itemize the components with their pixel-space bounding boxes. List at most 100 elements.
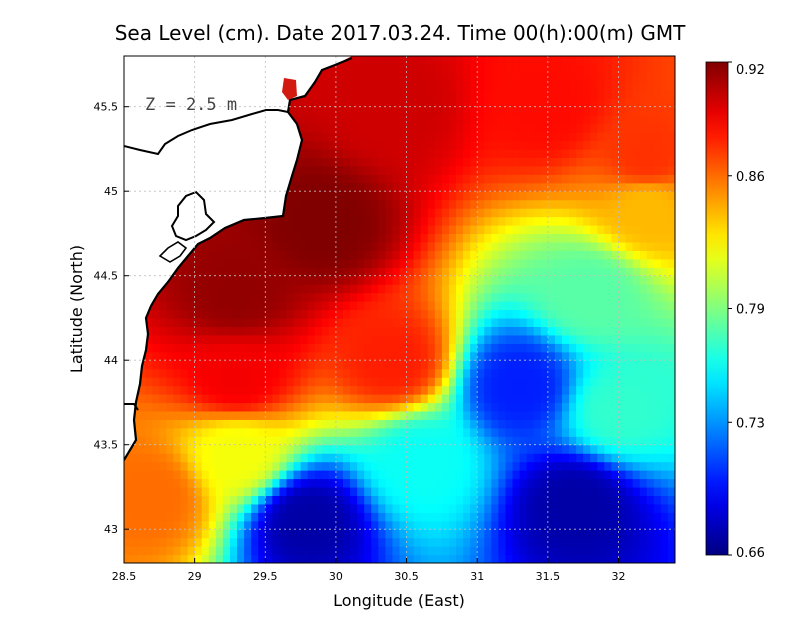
field-cell bbox=[364, 115, 372, 125]
field-cell bbox=[576, 191, 584, 201]
field-cell bbox=[441, 275, 450, 285]
field-cell bbox=[554, 368, 563, 378]
field-cell bbox=[505, 191, 514, 201]
field-cell bbox=[561, 241, 570, 251]
field-cell bbox=[145, 537, 153, 547]
field-cell bbox=[229, 461, 238, 471]
field-cell bbox=[498, 419, 507, 429]
field-cell bbox=[448, 132, 457, 142]
field-cell bbox=[392, 495, 401, 505]
field-cell bbox=[272, 470, 281, 480]
field-cell bbox=[448, 385, 457, 395]
field-cell bbox=[456, 385, 464, 395]
field-cell bbox=[576, 537, 584, 547]
field-cell bbox=[632, 368, 641, 378]
field-cell bbox=[470, 478, 478, 488]
field-cell bbox=[470, 275, 478, 285]
field-cell bbox=[258, 546, 266, 556]
field-cell bbox=[653, 461, 662, 471]
field-cell bbox=[342, 233, 351, 243]
field-cell bbox=[406, 199, 415, 209]
field-cell bbox=[441, 182, 450, 192]
field-cell bbox=[653, 453, 662, 463]
field-cell bbox=[244, 554, 252, 563]
field-cell bbox=[448, 250, 457, 260]
field-cell bbox=[653, 132, 662, 142]
field-cell bbox=[187, 436, 196, 446]
field-cell bbox=[300, 208, 309, 218]
field-cell bbox=[413, 301, 422, 311]
field-cell bbox=[456, 486, 464, 496]
field-cell bbox=[646, 351, 655, 361]
field-cell bbox=[456, 292, 464, 302]
field-cell bbox=[279, 419, 288, 429]
field-cell bbox=[307, 98, 316, 108]
field-cell bbox=[470, 410, 478, 420]
field-cell bbox=[540, 182, 549, 192]
field-cell bbox=[660, 64, 669, 74]
field-cell bbox=[364, 64, 372, 74]
field-cell bbox=[618, 377, 627, 387]
field-cell bbox=[519, 250, 528, 260]
field-cell bbox=[646, 495, 655, 505]
field-cell bbox=[208, 258, 217, 268]
field-cell bbox=[357, 165, 365, 175]
field-cell bbox=[385, 216, 394, 226]
field-cell bbox=[279, 402, 288, 412]
field-cell bbox=[392, 174, 401, 184]
field-cell bbox=[427, 292, 436, 302]
field-cell bbox=[215, 292, 224, 302]
field-cell bbox=[300, 495, 309, 505]
field-cell bbox=[583, 98, 591, 108]
field-cell bbox=[279, 444, 288, 454]
field-cell bbox=[456, 402, 464, 412]
field-cell bbox=[625, 72, 634, 82]
field-cell bbox=[258, 250, 266, 260]
field-cell bbox=[491, 140, 499, 150]
field-cell bbox=[420, 309, 429, 319]
field-cell bbox=[399, 334, 408, 344]
field-cell bbox=[420, 132, 429, 142]
field-cell bbox=[399, 419, 408, 429]
field-cell bbox=[265, 241, 273, 251]
field-cell bbox=[441, 470, 450, 480]
field-cell bbox=[660, 165, 669, 175]
field-cell bbox=[385, 343, 394, 353]
field-cell bbox=[519, 309, 528, 319]
field-cell bbox=[392, 529, 401, 539]
field-cell bbox=[625, 520, 634, 530]
field-cell bbox=[456, 478, 464, 488]
field-cell bbox=[625, 165, 634, 175]
field-cell bbox=[646, 132, 655, 142]
field-cell bbox=[342, 182, 351, 192]
field-cell bbox=[576, 98, 584, 108]
field-cell bbox=[378, 174, 386, 184]
field-cell bbox=[448, 225, 457, 235]
field-cell bbox=[392, 520, 401, 530]
field-cell bbox=[413, 148, 422, 158]
field-cell bbox=[399, 132, 408, 142]
field-cell bbox=[463, 81, 471, 91]
field-cell bbox=[597, 89, 605, 99]
field-cell bbox=[328, 478, 337, 488]
field-cell bbox=[632, 292, 641, 302]
field-cell bbox=[392, 64, 401, 74]
field-cell bbox=[350, 486, 358, 496]
field-cell bbox=[350, 436, 358, 446]
field-cell bbox=[215, 394, 224, 404]
field-cell bbox=[441, 241, 450, 251]
field-cell bbox=[667, 123, 675, 133]
field-cell bbox=[251, 284, 259, 294]
field-cell bbox=[625, 360, 634, 370]
field-cell bbox=[569, 343, 577, 353]
field-cell bbox=[385, 174, 394, 184]
field-cell bbox=[519, 385, 528, 395]
field-cell bbox=[187, 275, 196, 285]
field-cell bbox=[569, 470, 577, 480]
field-cell bbox=[569, 554, 577, 563]
field-cell bbox=[448, 199, 457, 209]
field-cell bbox=[307, 453, 316, 463]
field-cell bbox=[576, 461, 584, 471]
field-cell bbox=[660, 444, 669, 454]
field-cell bbox=[413, 461, 422, 471]
